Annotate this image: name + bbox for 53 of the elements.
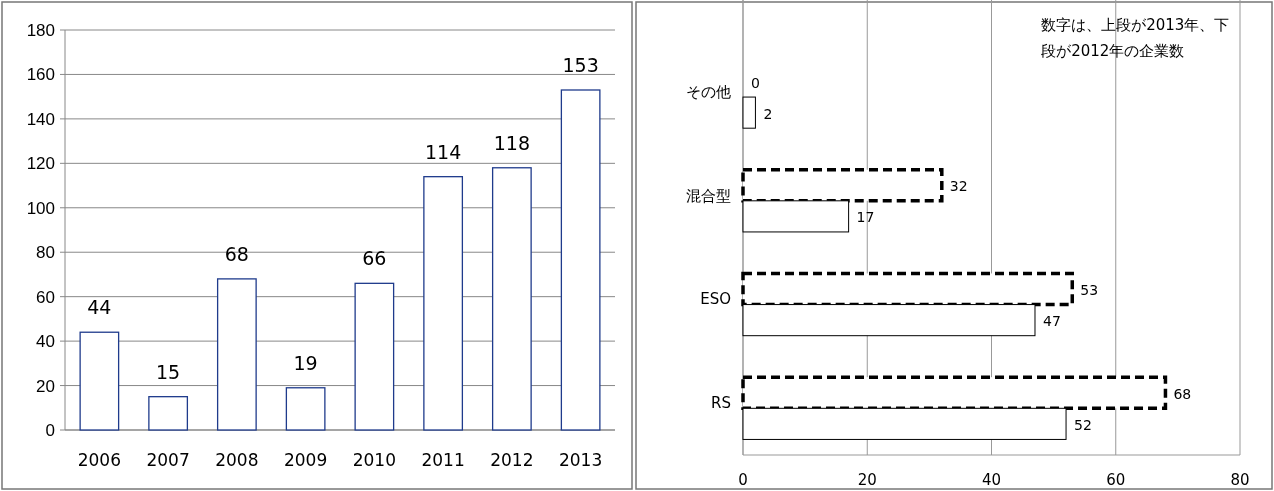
x-tick-label: 2008 bbox=[215, 450, 259, 470]
bar bbox=[216, 278, 257, 431]
y-tick-label: 160 bbox=[26, 65, 55, 85]
y-tick-label: 120 bbox=[26, 154, 55, 174]
x-tick-label: 20 bbox=[857, 471, 877, 489]
data-label: 68 bbox=[224, 242, 249, 265]
data-label: 114 bbox=[424, 140, 462, 163]
data-label: 118 bbox=[493, 131, 531, 154]
bar bbox=[354, 282, 395, 431]
bar bbox=[423, 176, 464, 431]
y-tick-label: 0 bbox=[45, 421, 55, 440]
data-label: 15 bbox=[156, 360, 181, 383]
data-label: 0 bbox=[751, 74, 760, 91]
bar bbox=[79, 331, 120, 431]
x-tick-label: 2009 bbox=[283, 450, 328, 470]
x-tick-label: 2013 bbox=[558, 450, 603, 470]
y-tick-label: 180 bbox=[26, 21, 55, 40]
bar bbox=[742, 96, 756, 129]
data-label: 53 bbox=[1080, 282, 1099, 298]
y-tick-label: 60 bbox=[36, 287, 55, 307]
data-label: 44 bbox=[87, 296, 112, 319]
y-tick-label: 80 bbox=[36, 243, 55, 263]
data-label: 153 bbox=[562, 54, 599, 76]
data-label: 52 bbox=[1074, 416, 1092, 433]
y-tick-label: RS bbox=[711, 394, 731, 413]
data-label: 32 bbox=[949, 178, 968, 195]
bar bbox=[560, 89, 601, 431]
bar bbox=[491, 167, 532, 431]
x-tick-label: 2006 bbox=[77, 450, 122, 470]
y-tick-label: その他 bbox=[686, 82, 731, 101]
x-tick-label: 80 bbox=[1230, 471, 1250, 489]
x-tick-label: 0 bbox=[738, 471, 748, 489]
y-tick-label: 100 bbox=[26, 198, 55, 218]
x-tick-label: 2007 bbox=[146, 450, 190, 470]
data-label: 66 bbox=[362, 247, 387, 270]
x-tick-label: 2010 bbox=[352, 450, 397, 470]
x-tick-label: 2012 bbox=[490, 450, 534, 470]
data-label: 2 bbox=[763, 105, 773, 122]
x-tick-label: 2011 bbox=[421, 450, 465, 470]
x-tick-label: 60 bbox=[1106, 471, 1126, 489]
y-tick-label: 140 bbox=[26, 109, 55, 129]
data-label: 17 bbox=[856, 209, 875, 226]
x-tick-label: 40 bbox=[981, 471, 1002, 489]
annotation: 数字は、上段が2013年、下段が2012年の企業数 bbox=[1041, 16, 1230, 60]
data-label: 19 bbox=[293, 351, 318, 374]
bar bbox=[285, 387, 326, 431]
y-tick-label: ESO bbox=[700, 290, 731, 309]
y-tick-label: 40 bbox=[36, 332, 55, 352]
y-tick-label: 20 bbox=[36, 376, 55, 396]
y-tick-label: 混合型 bbox=[686, 186, 731, 205]
data-label: 68 bbox=[1173, 385, 1192, 402]
bar bbox=[148, 396, 189, 431]
data-label: 47 bbox=[1042, 313, 1061, 330]
